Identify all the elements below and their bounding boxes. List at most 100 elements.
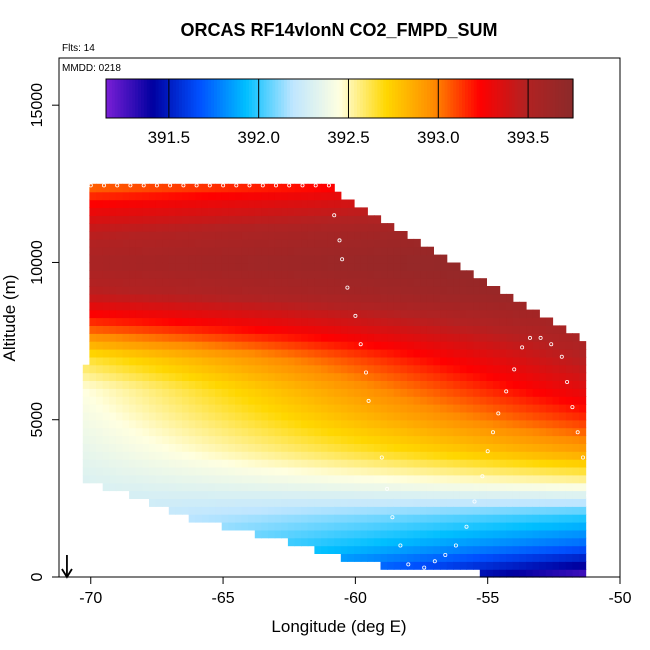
field-cell bbox=[294, 215, 302, 224]
field-cell bbox=[208, 301, 216, 311]
field-cell bbox=[228, 411, 236, 421]
field-cell bbox=[129, 333, 137, 342]
field-cell bbox=[347, 404, 355, 413]
field-cell bbox=[512, 522, 520, 531]
field-cell bbox=[400, 380, 408, 389]
field-cell bbox=[459, 341, 468, 350]
field-cell bbox=[182, 411, 190, 421]
field-cell bbox=[373, 396, 382, 405]
field-cell bbox=[559, 561, 567, 570]
field-cell bbox=[407, 404, 415, 413]
field-cell bbox=[115, 286, 124, 295]
field-cell bbox=[301, 262, 309, 271]
field-cell bbox=[82, 372, 90, 381]
field-cell bbox=[486, 545, 494, 554]
field-cell bbox=[493, 553, 501, 562]
field-cell bbox=[162, 388, 170, 397]
field-cell bbox=[188, 349, 196, 358]
field-cell bbox=[579, 404, 587, 413]
field-cell bbox=[433, 372, 441, 381]
field-cell bbox=[287, 183, 296, 193]
field-cell bbox=[281, 333, 289, 342]
field-cell bbox=[82, 388, 90, 397]
field-cell bbox=[294, 270, 302, 279]
field-cell bbox=[155, 372, 163, 381]
field-cell bbox=[268, 286, 276, 295]
field-cell bbox=[109, 474, 117, 484]
field-cell bbox=[479, 482, 487, 492]
field-cell bbox=[281, 404, 289, 413]
field-cell bbox=[506, 529, 514, 539]
field-cell bbox=[426, 522, 434, 531]
field-cell bbox=[393, 333, 401, 342]
field-cell bbox=[393, 325, 401, 334]
field-cell bbox=[135, 364, 143, 374]
colorbar-segment bbox=[546, 79, 551, 118]
field-cell bbox=[261, 522, 269, 531]
field-cell bbox=[334, 309, 342, 319]
field-cell bbox=[334, 341, 342, 350]
colorbar-segment bbox=[561, 79, 565, 118]
field-cell bbox=[208, 270, 216, 279]
flights-note: Flts: 14 bbox=[62, 43, 95, 54]
field-cell bbox=[314, 466, 322, 476]
field-cell bbox=[367, 325, 375, 334]
field-cell bbox=[241, 396, 249, 405]
field-cell bbox=[215, 246, 223, 256]
field-cell bbox=[115, 341, 124, 350]
field-cell bbox=[188, 474, 196, 484]
field-cell bbox=[254, 349, 262, 358]
field-cell bbox=[340, 309, 348, 319]
field-cell bbox=[526, 419, 534, 429]
field-cell bbox=[473, 419, 481, 429]
field-cell bbox=[135, 333, 143, 342]
field-cell bbox=[499, 569, 507, 578]
field-cell bbox=[307, 459, 315, 468]
field-cell bbox=[433, 537, 441, 547]
field-cell bbox=[340, 490, 348, 499]
field-cell bbox=[195, 223, 203, 232]
field-cell bbox=[493, 411, 501, 421]
field-cell bbox=[241, 207, 249, 216]
field-cell bbox=[241, 317, 249, 326]
field-cell bbox=[294, 522, 302, 531]
field-cell bbox=[360, 286, 368, 295]
field-cell bbox=[195, 459, 203, 468]
field-cell bbox=[314, 372, 322, 381]
field-cell bbox=[354, 451, 362, 460]
field-cell bbox=[347, 199, 355, 208]
field-cell bbox=[373, 498, 382, 507]
field-cell bbox=[228, 356, 236, 366]
field-cell bbox=[175, 490, 183, 499]
field-cell bbox=[274, 451, 282, 460]
field-cell bbox=[552, 537, 560, 547]
field-cell bbox=[526, 380, 534, 389]
field-cell bbox=[486, 411, 494, 421]
field-cell bbox=[294, 341, 302, 350]
field-cell bbox=[519, 451, 527, 460]
field-cell bbox=[327, 317, 335, 326]
field-cell bbox=[539, 349, 547, 358]
field-cell bbox=[321, 506, 329, 515]
field-cell bbox=[188, 388, 196, 397]
field-cell bbox=[420, 254, 428, 264]
field-cell bbox=[400, 333, 408, 342]
field-cell bbox=[195, 349, 203, 358]
track-point bbox=[181, 183, 186, 188]
field-cell bbox=[135, 262, 143, 271]
field-cell bbox=[407, 522, 415, 531]
field-cell bbox=[261, 411, 269, 421]
field-cell bbox=[347, 349, 355, 358]
field-cell bbox=[327, 309, 335, 319]
field-cell bbox=[473, 529, 481, 539]
field-cell bbox=[261, 356, 269, 366]
field-cell bbox=[281, 215, 289, 224]
field-cell bbox=[499, 293, 507, 303]
field-cell bbox=[201, 514, 210, 523]
field-cell bbox=[294, 183, 302, 193]
field-cell bbox=[301, 380, 309, 389]
field-cell bbox=[254, 372, 262, 381]
field-cell bbox=[552, 529, 560, 539]
field-cell bbox=[380, 333, 388, 342]
field-cell bbox=[579, 372, 587, 381]
